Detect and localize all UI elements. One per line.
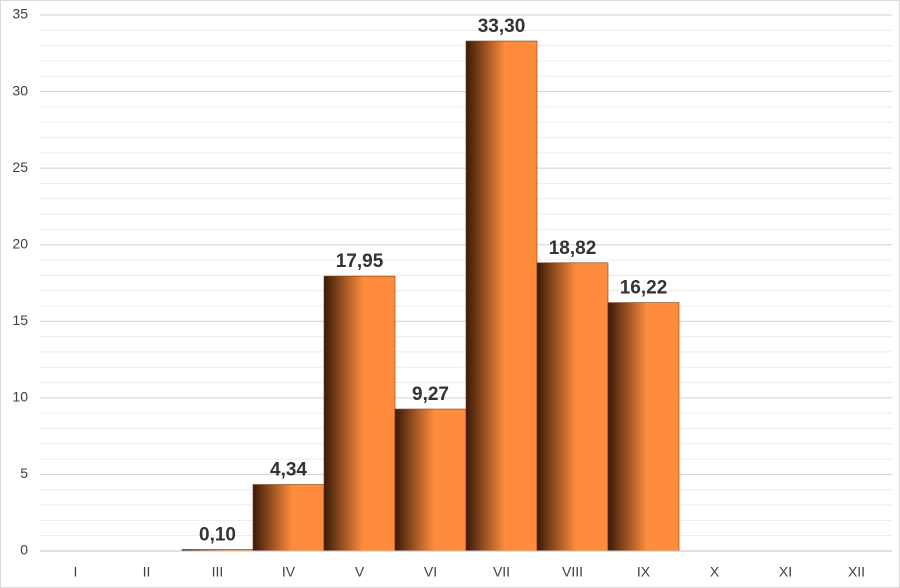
y-tick-label: 25 (12, 159, 28, 175)
x-tick-label: I (74, 564, 78, 580)
value-label: 0,10 (199, 524, 236, 545)
x-tick-label: V (355, 564, 365, 580)
bar (252, 484, 325, 552)
value-label: 18,82 (549, 238, 597, 259)
x-tick-label: XI (779, 564, 792, 580)
x-tick-label: XII (848, 564, 865, 580)
value-label: 17,95 (336, 251, 384, 272)
x-tick-label: III (212, 564, 224, 580)
x-tick-label: IV (282, 564, 296, 580)
bar (536, 262, 609, 552)
bar (323, 275, 396, 552)
y-tick-label: 10 (12, 389, 28, 405)
value-label: 33,30 (478, 16, 526, 37)
value-label: 4,34 (270, 460, 307, 481)
bar (607, 302, 680, 552)
y-tick-label: 15 (12, 312, 28, 328)
x-tick-label: X (710, 564, 720, 580)
y-tick-label: 20 (12, 235, 28, 251)
x-tick-label: VI (424, 564, 437, 580)
value-label: 9,27 (412, 384, 449, 405)
x-tick-label: VIII (562, 564, 583, 580)
y-tick-label: 35 (12, 6, 28, 22)
bar (465, 40, 538, 552)
y-tick-label: 0 (20, 542, 28, 558)
x-tick-label: II (143, 564, 151, 580)
y-tick-label: 30 (12, 82, 28, 98)
value-label: 16,22 (620, 278, 668, 299)
y-tick-label: 5 (20, 465, 28, 481)
x-tick-label: IX (637, 564, 651, 580)
x-tick-label: VII (493, 564, 510, 580)
bar (394, 408, 467, 552)
